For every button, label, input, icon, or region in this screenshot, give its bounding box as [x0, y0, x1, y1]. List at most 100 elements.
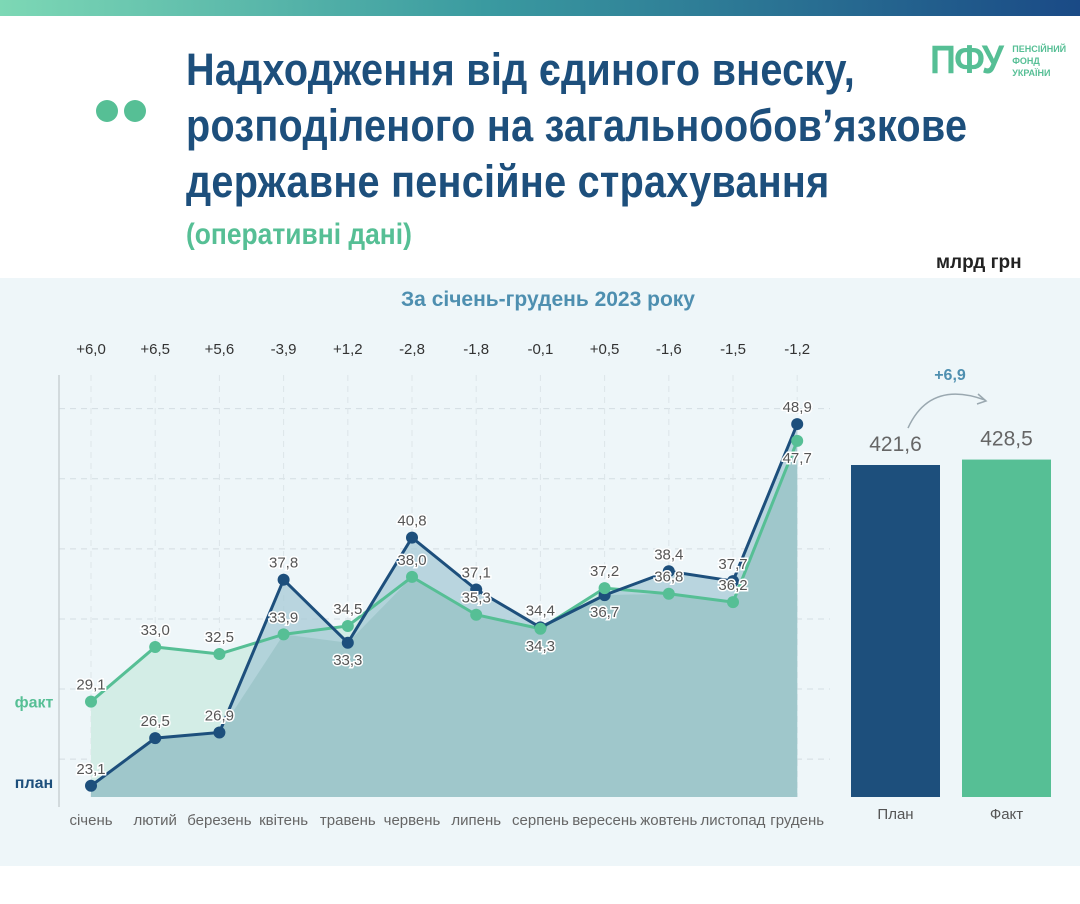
overlap-area — [91, 440, 798, 797]
legend-fact: факт — [15, 695, 54, 712]
fact-data-label: 29,1 — [76, 677, 105, 694]
fact-point — [727, 596, 739, 609]
top-gradient-bar — [0, 0, 1080, 16]
plan-data-label: 37,1 — [462, 565, 491, 582]
x-tick-label: липень — [451, 812, 501, 829]
fact-point — [149, 640, 162, 653]
fact-data-label: 33,9 — [269, 609, 298, 626]
arrow-head-icon — [976, 393, 988, 405]
plan-point — [341, 636, 354, 649]
plan-data-label: 48,9 — [783, 399, 812, 416]
difference-label: +0,5 — [590, 341, 620, 358]
fact-point — [406, 570, 418, 583]
x-tick-label: грудень — [770, 812, 824, 829]
plan-data-label: 26,9 — [205, 708, 234, 725]
plan-data-label: 23,1 — [76, 761, 105, 778]
plan-point — [149, 732, 162, 745]
fact-data-label: 36,2 — [718, 577, 747, 594]
plan-point — [277, 573, 290, 586]
fact-data-label: 35,3 — [462, 590, 491, 607]
x-tick-label: січень — [69, 812, 112, 829]
plan-point — [470, 583, 483, 596]
difference-label: +1,2 — [333, 341, 363, 358]
fact-point — [470, 608, 483, 621]
fact-point — [277, 628, 290, 641]
fact-data-label: 32,5 — [205, 629, 234, 646]
plan-point — [85, 779, 97, 792]
pfu-logo: ПФУ ПЕНСІЙНИЙ ФОНД УКРАЇНИ — [926, 38, 1066, 83]
difference-arrow — [907, 393, 986, 429]
x-tick-label: березень — [187, 812, 251, 829]
logo-mark: ПФУ — [930, 38, 1004, 82]
fact-data-label: 47,7 — [783, 450, 812, 467]
fact-point — [791, 434, 804, 447]
difference-label: +6,0 — [76, 341, 106, 358]
plan-point — [213, 726, 226, 739]
title-line: розподіленого на загальнообов’язкове — [186, 100, 968, 151]
title-line: державне пенсійне страхування — [186, 156, 830, 207]
logo-text: ПЕНСІЙНИЙ ФОНД УКРАЇНИ — [1012, 43, 1066, 79]
difference-label: -1,5 — [720, 341, 746, 358]
title-line: Надходження від єдиного внеску, — [186, 44, 856, 95]
plan-point — [662, 565, 675, 578]
plan-data-label: 36,7 — [590, 604, 619, 621]
logo-text-line: ФОНД — [1012, 55, 1040, 66]
logo-text-line: УКРАЇНИ — [1012, 67, 1051, 78]
plan-line — [90, 423, 799, 787]
plan-data-label: 33,3 — [333, 652, 362, 669]
logo-text-line: ПЕНСІЙНИЙ — [1012, 43, 1067, 54]
fact-point — [598, 582, 611, 595]
bar-category-label: План — [877, 806, 913, 823]
x-tick-label: жовтень — [640, 812, 697, 829]
x-tick-label: червень — [384, 812, 441, 829]
legend-plan: план — [15, 775, 53, 792]
difference-label: -2,8 — [399, 341, 425, 358]
bar-value-label: 421,6 — [869, 433, 922, 456]
difference-label: +6,5 — [140, 341, 170, 358]
plan-data-label: 37,8 — [269, 555, 298, 572]
chart-title: За січень-грудень 2023 року — [401, 288, 695, 311]
fact-point — [85, 695, 97, 708]
fact-data-label: 34,5 — [333, 601, 362, 618]
x-tick-label: травень — [320, 812, 376, 829]
x-tick-label: лютий — [134, 812, 177, 829]
difference-label: +5,6 — [205, 341, 235, 358]
x-tick-label: серпень — [512, 812, 569, 829]
plan-data-label: 26,5 — [141, 713, 170, 730]
plan-point — [406, 531, 418, 544]
plan-point — [791, 418, 804, 431]
bar-plan — [851, 465, 940, 797]
plan-data-label: 37,7 — [718, 556, 747, 573]
plan-data-label: 40,8 — [397, 513, 426, 530]
difference-label: -0,1 — [527, 341, 553, 358]
difference-label: -1,2 — [784, 341, 810, 358]
x-tick-label: вересень — [572, 812, 637, 829]
fact-data-label: 37,2 — [590, 563, 619, 580]
bar-fact — [962, 459, 1051, 797]
fact-data-label: 38,0 — [397, 552, 426, 569]
fact-line — [90, 440, 799, 703]
fact-data-label: 36,8 — [654, 569, 683, 586]
difference-label: -1,8 — [463, 341, 489, 358]
fact-data-label: 33,0 — [141, 622, 170, 639]
plan-point — [727, 575, 739, 588]
bar-value-label: 428,5 — [980, 428, 1033, 451]
fact-point — [662, 587, 675, 600]
unit-label: млрд грн — [936, 252, 1022, 273]
decorative-dots — [96, 100, 146, 122]
difference-label: -3,9 — [271, 341, 297, 358]
fact-point — [213, 647, 226, 660]
fact-data-label: 34,3 — [526, 638, 555, 655]
x-tick-label: листопад — [701, 812, 766, 829]
difference-label: -1,6 — [656, 341, 682, 358]
bar-category-label: Факт — [990, 806, 1023, 823]
fact-point — [534, 622, 547, 635]
bar-difference-label: +6,9 — [934, 367, 966, 384]
plan-data-label: 38,4 — [654, 546, 683, 563]
plan-data-label: 34,4 — [526, 602, 555, 619]
fact-point — [341, 619, 354, 632]
subtitle: (оперативні дані) — [186, 218, 412, 251]
page-title: Надходження від єдиного внеску, розподіл… — [186, 42, 967, 210]
x-tick-label: квітень — [259, 812, 308, 829]
